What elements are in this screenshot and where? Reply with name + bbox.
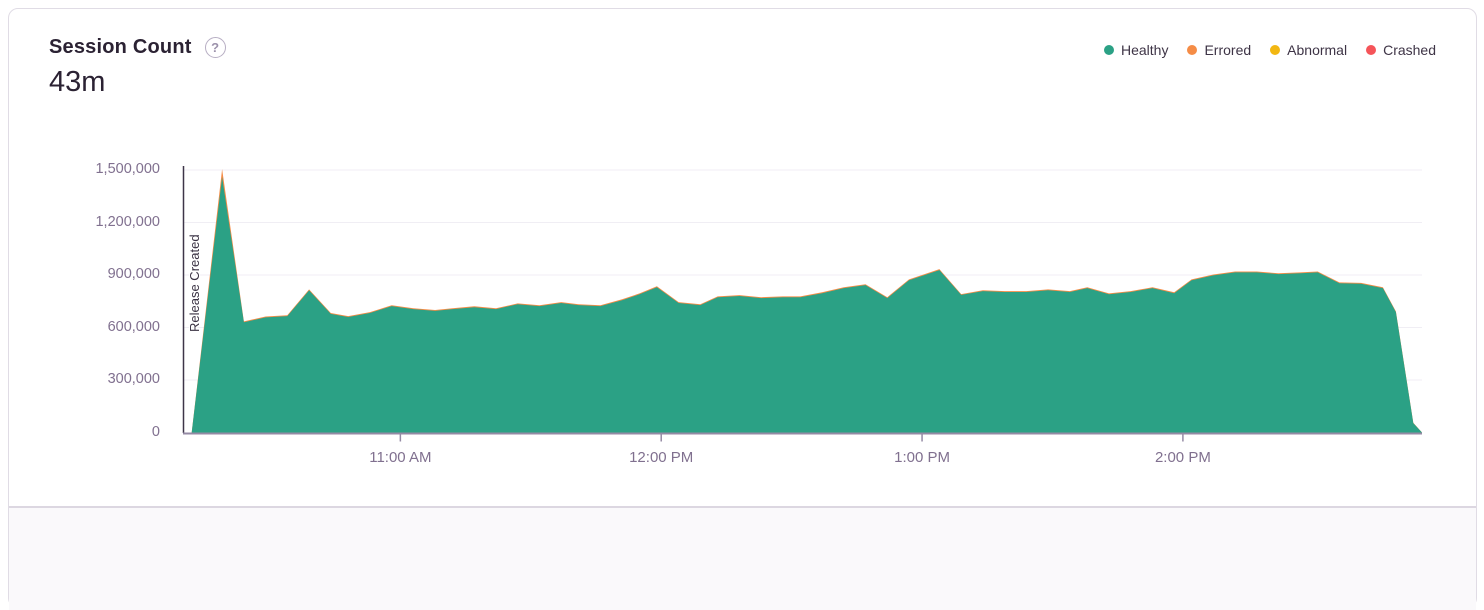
healthy-dot-icon bbox=[1104, 45, 1114, 55]
healthy-area bbox=[191, 177, 1423, 433]
y-axis-label: 300,000 bbox=[107, 371, 160, 387]
x-axis-label: 2:00 PM bbox=[1154, 449, 1211, 466]
x-axis-label: 12:00 PM bbox=[629, 449, 694, 466]
panel-divider bbox=[9, 506, 1476, 508]
y-axis-label: 1,200,000 bbox=[95, 213, 160, 230]
legend-label: Crashed bbox=[1383, 42, 1436, 58]
legend-item-healthy[interactable]: Healthy bbox=[1104, 42, 1168, 58]
session-count-chart[interactable] bbox=[0, 0, 1484, 516]
chart-legend: Healthy Errored Abnormal Crashed bbox=[1104, 42, 1436, 58]
y-axis-label: 1,500,000 bbox=[95, 161, 160, 177]
release-created-label[interactable]: Release Created bbox=[187, 234, 202, 332]
x-axis-label: 1:00 PM bbox=[894, 449, 950, 466]
crashed-dot-icon bbox=[1366, 45, 1377, 55]
panel-header: Session Count ? bbox=[49, 36, 226, 59]
legend-item-errored[interactable]: Errored bbox=[1187, 42, 1251, 58]
abnormal-dot-icon bbox=[1270, 45, 1281, 55]
y-axis-label: 600,000 bbox=[107, 318, 160, 335]
legend-label: Errored bbox=[1204, 42, 1252, 58]
legend-label: Healthy bbox=[1121, 42, 1169, 58]
legend-item-crashed[interactable]: Crashed bbox=[1366, 42, 1436, 58]
x-axis-label: 11:00 AM bbox=[369, 449, 432, 466]
page-title: Session Count bbox=[49, 36, 192, 58]
help-icon[interactable]: ? bbox=[204, 37, 226, 58]
y-axis-label: 900,000 bbox=[107, 266, 160, 282]
y-axis-label: 0 bbox=[151, 423, 160, 440]
total-sessions-value: 43m bbox=[49, 66, 106, 98]
errored-dot-icon bbox=[1187, 45, 1198, 55]
legend-item-abnormal[interactable]: Abnormal bbox=[1270, 42, 1347, 58]
panel-footer bbox=[9, 507, 1476, 610]
legend-label: Abnormal bbox=[1287, 42, 1348, 58]
